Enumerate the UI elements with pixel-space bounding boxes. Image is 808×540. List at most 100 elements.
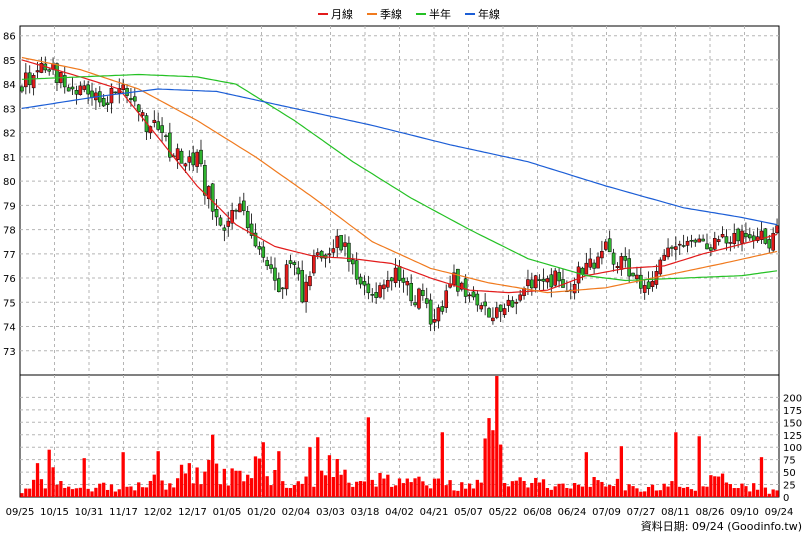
volume-bar: [308, 447, 312, 497]
volume-bar: [631, 486, 635, 497]
candle-body: [607, 238, 612, 253]
candle-body: [168, 132, 172, 158]
volume-y-tick-label: 125: [783, 431, 802, 442]
volume-bar: [269, 485, 273, 497]
x-tick-label: 12/02: [144, 507, 173, 518]
x-tick-label: 06/24: [558, 507, 587, 518]
volume-bar: [724, 482, 729, 497]
volume-bar: [160, 480, 164, 497]
volume-bar: [444, 485, 448, 497]
volume-bar: [137, 482, 141, 497]
price-y-tick-label: 75: [3, 298, 16, 309]
volume-bar: [218, 484, 223, 497]
candle-body: [763, 228, 768, 244]
volume-bar: [775, 490, 779, 497]
volume-bar: [199, 484, 203, 497]
candle-body: [280, 287, 285, 290]
volume-bar: [24, 488, 28, 497]
price-y-tick-label: 74: [3, 323, 16, 334]
volume-bar: [378, 472, 382, 497]
x-tick-label: 03/18: [351, 507, 380, 518]
x-tick-label: 03/03: [316, 507, 345, 518]
volume-bar: [557, 483, 561, 497]
volume-bar: [732, 488, 736, 497]
candle-body: [343, 242, 347, 247]
candle-body: [70, 86, 75, 90]
volume-bar: [358, 481, 363, 497]
candle-body: [459, 282, 464, 290]
volume-bar: [611, 486, 616, 497]
candle-body: [697, 238, 702, 243]
candle-body: [424, 298, 429, 304]
volume-bar: [90, 491, 94, 497]
x-tick-label: 11/17: [109, 507, 138, 518]
x-tick-label: 05/07: [454, 507, 483, 518]
candle-body: [35, 70, 40, 73]
candle-body: [409, 283, 413, 302]
candle-body: [312, 255, 316, 274]
candle-body: [506, 299, 511, 306]
candle-body: [502, 308, 507, 315]
candle-body: [78, 85, 83, 95]
volume-bar: [436, 478, 441, 497]
volume-bar: [553, 486, 557, 497]
volume-bar: [705, 486, 709, 497]
legend-label: 年線: [478, 7, 500, 21]
candle-body: [724, 236, 729, 244]
volume-bar: [168, 483, 172, 497]
volume-bar: [537, 482, 542, 497]
candle-body: [125, 88, 129, 96]
volume-bar: [502, 482, 507, 497]
volume-bar: [471, 488, 476, 497]
candle-body: [319, 250, 324, 259]
candle-body: [129, 98, 133, 100]
candle-body: [662, 254, 666, 261]
volume-bar: [140, 487, 145, 497]
volume-bar: [156, 451, 160, 497]
volume-y-tick-label: 0: [783, 493, 789, 504]
candle-body: [140, 112, 145, 116]
volume-bar: [20, 493, 24, 497]
candle-body: [709, 247, 713, 251]
x-tick-label: 08/11: [661, 507, 690, 518]
price-y-tick-label: 78: [3, 226, 16, 237]
x-tick-label: 12/17: [178, 507, 207, 518]
candle-body: [413, 302, 417, 306]
candle-body: [261, 246, 266, 258]
candle-body: [230, 210, 234, 224]
footer-date-source: 資料日期: 09/24 (Goodinfo.tw): [641, 519, 802, 533]
volume-bar: [658, 490, 662, 497]
volume-bar: [413, 478, 417, 497]
volume-bar: [105, 489, 110, 497]
volume-bar: [152, 474, 156, 497]
candle-body: [39, 63, 44, 73]
volume-bar: [767, 493, 771, 497]
candle-body: [545, 278, 550, 283]
candle-body: [627, 258, 631, 277]
candle-body: [549, 274, 554, 288]
volume-bar: [499, 444, 503, 497]
volume-bar: [82, 458, 86, 497]
candle-body: [736, 228, 740, 242]
candle-body: [452, 272, 456, 285]
candle-body: [339, 235, 343, 251]
volume-bar: [518, 477, 522, 497]
volume-bar: [94, 487, 98, 497]
volume-y-tick-label: 150: [783, 418, 802, 429]
volume-y-tick-label: 75: [783, 456, 796, 467]
volume-bar: [697, 436, 701, 497]
price-y-tick-label: 80: [3, 177, 16, 188]
candle-body: [199, 149, 203, 165]
volume-bar: [78, 487, 82, 497]
candle-body: [619, 256, 624, 270]
candle-body: [732, 232, 737, 244]
volume-bar: [292, 484, 297, 497]
volume-bar: [121, 452, 125, 497]
volume-bar: [109, 484, 114, 497]
candle-body: [728, 242, 733, 244]
volume-bar: [386, 474, 390, 497]
volume-bar: [506, 486, 511, 497]
candle-body: [689, 240, 694, 242]
candle-body: [677, 243, 682, 246]
candle-body: [553, 270, 557, 286]
